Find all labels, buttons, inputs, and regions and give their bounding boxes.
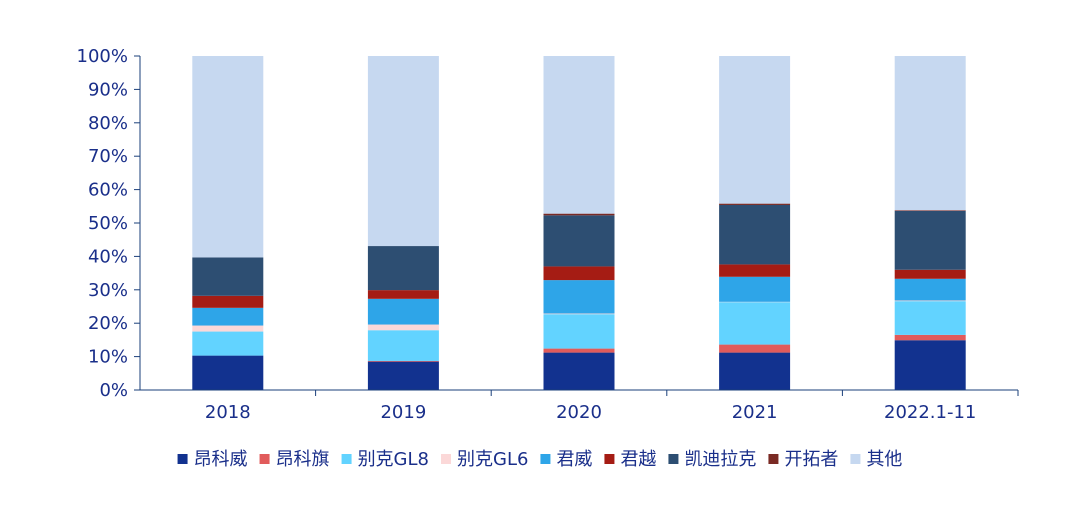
legend-item: 昂科威 xyxy=(177,449,248,470)
legend-item: 凯迪拉克 xyxy=(668,449,756,470)
bar-segment xyxy=(894,334,966,341)
bar-segment xyxy=(719,264,791,277)
legend-item: 别克GL8 xyxy=(341,449,429,470)
bar-segment xyxy=(543,348,615,353)
y-tick-label: 80% xyxy=(88,113,128,134)
plot-area xyxy=(192,56,966,390)
legend-label: 开拓者 xyxy=(784,449,838,470)
bar-segment xyxy=(367,56,439,247)
bar-segment xyxy=(719,203,791,205)
x-axis: 2018 2019 2020 2021 2022.1-11 xyxy=(140,389,1019,423)
bar-segment xyxy=(894,340,966,390)
bar-segment xyxy=(719,302,791,345)
legend-label: 凯迪拉克 xyxy=(684,449,756,470)
bar-segment xyxy=(543,213,615,216)
bar-segment xyxy=(367,246,439,291)
bar-segment xyxy=(367,330,439,361)
x-category-label: 2018 xyxy=(205,402,251,423)
bar-segment xyxy=(894,301,966,335)
legend-item: 昂科旗 xyxy=(259,449,330,470)
legend-swatch xyxy=(768,454,779,464)
legend-item: 开拓者 xyxy=(768,449,838,470)
y-tick-label: 20% xyxy=(88,313,128,334)
legend-label: 别克GL8 xyxy=(358,449,429,470)
y-tick-label: 10% xyxy=(88,347,128,368)
bar-segment xyxy=(894,210,966,211)
legend-label: 君威 xyxy=(556,449,592,470)
bar-segment xyxy=(543,313,615,315)
legend-label: 昂科威 xyxy=(194,449,248,470)
legend-swatch xyxy=(604,454,615,464)
x-category-label: 2020 xyxy=(556,402,602,423)
bar-segment xyxy=(719,344,791,353)
bar-segment xyxy=(367,324,439,331)
y-tick-label: 60% xyxy=(88,180,128,201)
y-tick-label: 90% xyxy=(88,79,128,100)
bar-segment xyxy=(192,331,264,356)
legend-swatch xyxy=(540,454,551,464)
legend-item: 其他 xyxy=(850,449,902,470)
legend-swatch xyxy=(341,454,352,464)
bar-segment xyxy=(894,210,966,270)
x-category-label: 2019 xyxy=(380,402,426,423)
legend-swatch xyxy=(259,454,270,464)
y-tick-label: 100% xyxy=(77,46,128,67)
legend-swatch xyxy=(668,454,679,464)
bar-segment xyxy=(719,276,791,302)
bar-segment xyxy=(367,290,439,299)
legend-item: 君越 xyxy=(604,449,656,470)
bar-segment xyxy=(543,266,615,281)
y-tick-label: 40% xyxy=(88,246,128,267)
bar-segment xyxy=(719,204,791,265)
y-tick-label: 30% xyxy=(88,280,128,301)
bar-segment xyxy=(719,352,791,390)
bar-segment xyxy=(192,295,264,308)
bar-segment xyxy=(367,360,439,362)
bar-segment xyxy=(894,56,966,211)
bar-segment xyxy=(192,355,264,390)
bar-segment xyxy=(543,314,615,349)
bar-segment xyxy=(894,269,966,279)
legend-swatch xyxy=(177,454,188,464)
legend-item: 别克GL6 xyxy=(441,449,528,470)
y-axis: 0% 10% 20% 30% 40% 50% 60% 70% 80% 90% 100% xyxy=(77,46,141,401)
legend: 昂科威 昂科旗 别克GL8 别克GL6 君威 君越 凯迪拉克 开拓者 其他 xyxy=(177,449,902,470)
y-tick-label: 50% xyxy=(88,213,128,234)
legend-item: 君威 xyxy=(540,449,592,470)
bar-segment xyxy=(192,56,264,258)
y-tick-label: 0% xyxy=(99,380,128,401)
bar-segment xyxy=(543,352,615,390)
x-category-label: 2022.1-11 xyxy=(884,402,976,423)
legend-label: 昂科旗 xyxy=(276,449,330,470)
bar-segment xyxy=(894,278,966,301)
legend-label: 别克GL6 xyxy=(457,449,528,470)
x-category-label: 2021 xyxy=(732,402,778,423)
bar-segment xyxy=(367,298,439,325)
legend-swatch xyxy=(441,454,451,464)
bar-segment xyxy=(543,56,615,214)
y-tick-label: 70% xyxy=(88,146,128,167)
legend-label: 君越 xyxy=(620,449,656,470)
legend-label: 其他 xyxy=(866,449,902,470)
bar-segment xyxy=(192,325,264,332)
bar-segment xyxy=(367,361,439,390)
bar-segment xyxy=(894,300,966,302)
legend-swatch xyxy=(850,454,861,464)
bar-segment xyxy=(192,257,264,296)
bar-segment xyxy=(719,56,791,204)
bar-segment xyxy=(543,280,615,314)
bar-segment xyxy=(192,307,264,326)
bar-segment xyxy=(543,215,615,267)
